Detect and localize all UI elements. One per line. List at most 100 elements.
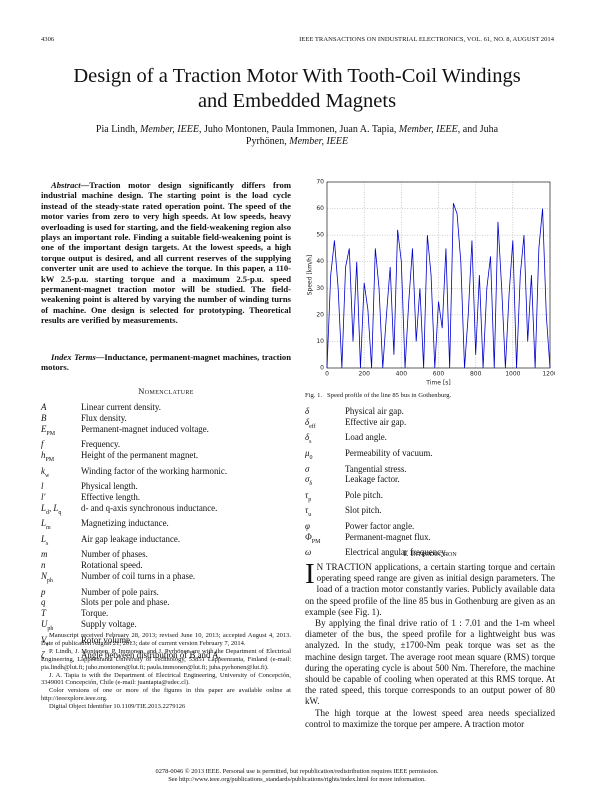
symbol-part: m xyxy=(41,549,48,560)
symbol-part: f xyxy=(41,439,44,450)
symbol-part: B xyxy=(41,412,47,423)
abstract-text: Traction motor design significantly diff… xyxy=(41,180,291,326)
symbol-part: L xyxy=(41,533,46,544)
footnote: Color versions of one or more of the fig… xyxy=(41,687,291,703)
nomenclature-item: m Number of phases. xyxy=(41,549,291,560)
description: Leakage factor. xyxy=(345,474,400,485)
footnote: Digital Object Identifier 10.1109/TIE.20… xyxy=(49,703,186,711)
description: Number of phases. xyxy=(81,549,148,560)
symbol-part: p xyxy=(41,586,46,597)
symbol-part: 0 xyxy=(309,454,313,461)
paragraph-text: By applying the final drive ratio of 1 :… xyxy=(305,618,555,707)
author-text: Pia Lindh, xyxy=(95,124,141,135)
symbol-part: E xyxy=(41,423,47,434)
description: d- and q-axis synchronous inductance. xyxy=(81,502,218,513)
copyright-line: See http://www.ieee.org/publications_sta… xyxy=(168,776,426,784)
symbol-part: ω xyxy=(305,547,312,558)
symbol-part: r xyxy=(46,641,49,648)
footnote: Manuscript received February 28, 2013; r… xyxy=(41,632,291,647)
x-axis-label: Time [s] xyxy=(425,380,450,387)
symbol-part: σ xyxy=(305,463,310,474)
symbol: ω xyxy=(305,547,345,558)
symbol-part: σ xyxy=(305,474,310,485)
symbol-part: μ xyxy=(305,447,310,458)
symbol: f xyxy=(41,439,81,450)
nomenclature-list-continued: δ Physical air gap. δeff Effective air gap.… xyxy=(305,406,555,558)
symbol: δs xyxy=(305,432,345,448)
author-text: Member, IEEE xyxy=(289,136,349,147)
description: Torque. xyxy=(81,608,109,619)
symbol-part: s xyxy=(309,439,312,446)
nomenclature-item: EPM Permanent-magnet induced voltage. xyxy=(41,424,291,440)
symbol-part: PM xyxy=(45,456,55,463)
description: Slot pitch. xyxy=(345,505,382,516)
symbol-part: eff xyxy=(309,423,316,430)
symbol: τu xyxy=(305,505,345,521)
description: Height of the permanent magnet. xyxy=(81,449,199,460)
nomenclature-list: A Linear current density. B Flux density. EP… xyxy=(41,402,291,661)
speed-line xyxy=(326,203,551,369)
footnote: J. A. Tapia is with the Department of El… xyxy=(41,671,291,687)
figure-label: Fig. 1. xyxy=(305,392,323,399)
symbol-part: w xyxy=(44,472,50,479)
description: Permanent-magnet flux. xyxy=(345,531,431,542)
symbol: m xyxy=(41,549,81,560)
drop-cap: I xyxy=(305,558,315,590)
footnotes: Manuscript received February 28, 2013; r… xyxy=(41,632,291,711)
description: Number of coil turns in a phase. xyxy=(81,571,196,582)
page-number: 4306 xyxy=(41,36,55,43)
description: Tangential stress. xyxy=(345,463,407,474)
nomenclature-item: Nph Number of coil turns in a phase. xyxy=(41,571,291,587)
figure-chart: 0 10 20 30 40 50 60 70 0 200 400 600 800 1000 1200 Time… xyxy=(307,179,556,387)
symbol-part: φ xyxy=(305,521,310,532)
symbol-part: τ xyxy=(305,505,309,516)
nomenclature-item: μ0 Permeability of vacuum. xyxy=(305,448,555,464)
symbol-part: k xyxy=(41,465,45,476)
nomenclature-item: σ Tangential stress. xyxy=(305,464,555,475)
symbol: Lm xyxy=(41,518,81,534)
symbol: EPM xyxy=(41,424,81,440)
copyright-notice: 0278-0046 © 2013 IEEE. Personal use is p… xyxy=(40,768,554,784)
symbol: Ld, Lq xyxy=(41,503,81,519)
nomenclature-item: ω Electrical angular frequency. xyxy=(305,547,555,558)
x-tick-label: 1000 xyxy=(505,371,520,378)
nomenclature-item: l Physical length. xyxy=(41,481,291,492)
description: Flux density. xyxy=(81,412,127,423)
symbol-part: u xyxy=(308,512,312,519)
figure-caption-text: Speed profile of the line 85 bus in Goth… xyxy=(327,392,452,399)
section-number: I. xyxy=(403,548,409,558)
description: Physical length. xyxy=(81,481,138,492)
symbol-part: δ xyxy=(305,432,310,443)
symbol-part: , L xyxy=(48,502,59,513)
x-tick-label: 800 xyxy=(470,371,482,378)
nomenclature-item: hPM Height of the permanent magnet. xyxy=(41,450,291,466)
symbol-part: ph xyxy=(47,625,54,632)
abstract: Abstract—Traction motor design significa… xyxy=(41,180,291,326)
symbol: B xyxy=(41,413,81,424)
description: Frequency. xyxy=(81,439,121,450)
description: Permanent-magnet induced voltage. xyxy=(81,423,209,434)
symbol-part: s xyxy=(45,540,49,547)
nomenclature-item: A Linear current density. xyxy=(41,402,291,413)
description: Effective length. xyxy=(81,491,140,502)
symbol-part: m xyxy=(45,525,51,532)
description: Physical air gap. xyxy=(345,406,404,416)
nomenclature-item: Vr Rotor volume. xyxy=(41,635,291,651)
description: Slots per pole and phase. xyxy=(81,597,170,608)
symbol: p xyxy=(41,587,81,598)
authors: Pia Lindh, Member, IEEE, Juho Montonen, … xyxy=(90,124,504,148)
index-terms: Index Terms—Inductance, permanent-magnet… xyxy=(41,352,291,373)
figure-caption: Fig. 1. Speed profile of the line 85 bus… xyxy=(305,392,451,399)
nomenclature-item: δs Load angle. xyxy=(305,432,555,448)
y-tick-label: 70 xyxy=(316,179,324,186)
description: Electrical angular frequency. xyxy=(345,547,448,558)
author-text: Member, IEEE xyxy=(398,124,458,135)
nomenclature-item: τp Pole pitch. xyxy=(305,490,555,506)
symbol: μ0 xyxy=(305,448,345,464)
symbol-part: n xyxy=(41,560,46,571)
nomenclature-item: δeff Effective air gap. xyxy=(305,417,555,433)
description: Number of pole pairs. xyxy=(81,586,159,597)
paragraph-text: The high torque at the lowest speed area… xyxy=(305,707,555,729)
nomenclature-item: l′ Effective length. xyxy=(41,492,291,503)
